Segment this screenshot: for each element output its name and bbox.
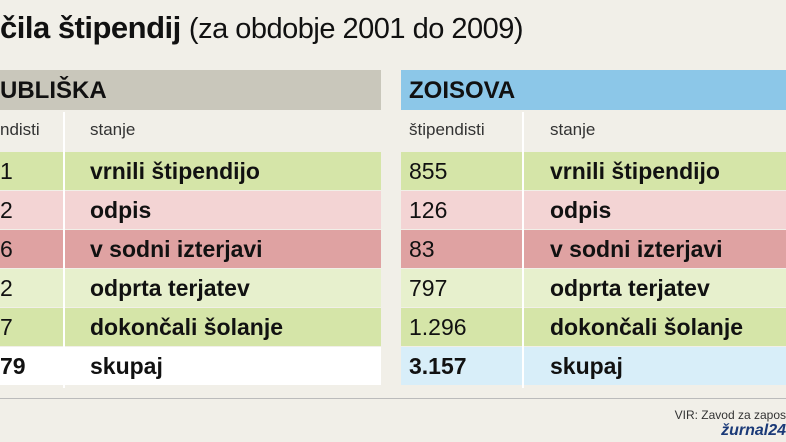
column-header: stanje	[90, 120, 136, 139]
table-row: 3.157 skupaj	[401, 347, 786, 385]
table-header: ZOISOVA	[401, 70, 786, 110]
subtitle: (za obdobje 2001 do 2009)	[188, 13, 524, 45]
column-divider	[522, 112, 524, 388]
label: odpis	[550, 197, 612, 223]
source: VIR: Zavod za zapos	[674, 408, 786, 422]
value: 7	[0, 314, 13, 340]
title-text: čila štipendij	[0, 10, 181, 45]
label: skupaj	[550, 353, 623, 379]
value: 3.157	[409, 353, 467, 379]
label: v sodni izterjavi	[550, 236, 723, 262]
label: dokončali šolanje	[550, 314, 743, 340]
table-row: 7 dokončali šolanje	[0, 308, 381, 346]
value: 2	[0, 197, 13, 223]
column-header: stanje	[550, 120, 596, 139]
table-row: 855 vrnili štipendijo	[401, 152, 786, 190]
table-row: 1.296 dokončali šolanje	[401, 308, 786, 346]
table-row: 79 skupaj	[0, 347, 381, 385]
label: dokončali šolanje	[90, 314, 283, 340]
rule	[0, 398, 786, 399]
label: vrnili štipendijo	[550, 158, 720, 184]
table-header: UBLIŠKA	[0, 70, 381, 110]
table-row: 83 v sodni izterjavi	[401, 230, 786, 268]
column-header: ndisti	[0, 120, 40, 139]
table-row: 2 odprta terjatev	[0, 269, 381, 307]
value: 1.296	[409, 314, 467, 340]
value: 83	[409, 236, 435, 262]
table-row: 6 v sodni izterjavi	[0, 230, 381, 268]
label: odpis	[90, 197, 152, 223]
value: 79	[0, 353, 26, 379]
value: 1	[0, 158, 13, 184]
table-row: 126 odpis	[401, 191, 786, 229]
value: 2	[0, 275, 13, 301]
title: čila štipendij (za obdobje 2001 do 2009)	[0, 10, 524, 46]
label: v sodni izterjavi	[90, 236, 263, 262]
value: 855	[409, 158, 448, 184]
label: skupaj	[90, 353, 163, 379]
label: vrnili štipendijo	[90, 158, 260, 184]
table-row: 2 odpis	[0, 191, 381, 229]
column-header: štipendisti	[409, 120, 485, 139]
logo: žurnal24	[721, 422, 786, 439]
value: 797	[409, 275, 448, 301]
table-row: 1 vrnili štipendijo	[0, 152, 381, 190]
value: 6	[0, 236, 13, 262]
label: odprta terjatev	[550, 275, 710, 301]
value: 126	[409, 197, 448, 223]
column-divider	[63, 112, 65, 388]
table-row: 797 odprta terjatev	[401, 269, 786, 307]
label: odprta terjatev	[90, 275, 250, 301]
